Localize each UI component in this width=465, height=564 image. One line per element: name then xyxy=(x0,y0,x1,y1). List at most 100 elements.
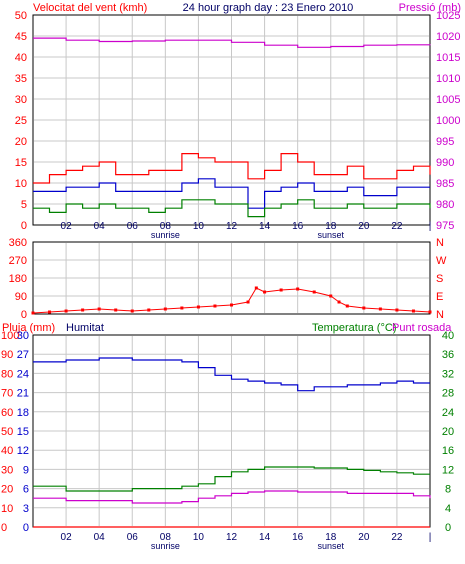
rain-tick-label: 10 xyxy=(1,503,13,515)
wind-left-tick-label: 10 xyxy=(15,178,27,190)
humidity-x-tick-label: 12 xyxy=(226,532,238,543)
pressure-right-tick-label: 1005 xyxy=(436,94,460,106)
pressure-right-tick-label: 995 xyxy=(436,136,454,148)
wind-x-tick-label: 20 xyxy=(358,221,370,232)
direction-compass-label: E xyxy=(436,291,443,303)
direction-compass-label: S xyxy=(436,273,443,285)
wind-x-tick-label: 18 xyxy=(325,221,337,232)
temperature-tick-label: 36 xyxy=(442,349,454,361)
humidity-tick-label: 3 xyxy=(23,503,29,515)
humidity-x-tick-label: 06 xyxy=(127,532,139,543)
pressure-title: Pressió (mb) xyxy=(399,2,461,14)
temperature-tick-label: 28 xyxy=(442,388,454,400)
direction-left-tick-label: 180 xyxy=(9,273,27,285)
humidity-tick-label: 30 xyxy=(17,330,29,342)
wind-x-tick-label: 22 xyxy=(391,221,403,232)
humidity-x-tick-label: 02 xyxy=(61,532,73,543)
pressure-right-tick-label: 1000 xyxy=(436,115,460,127)
temperature-tick-label: 4 xyxy=(445,503,451,515)
rain-title: Pluja (mm) xyxy=(2,322,55,334)
rain-tick-label: 90 xyxy=(1,349,13,361)
humidity-sunset-label: sunset xyxy=(317,541,344,551)
humidity-tick-label: 24 xyxy=(17,368,29,380)
dewpoint-title: Punt rosada xyxy=(392,322,452,334)
humidity-series-line-blue xyxy=(33,357,430,392)
pressure-right-tick-label: 1015 xyxy=(436,52,460,64)
wind-left-tick-label: 50 xyxy=(15,10,27,22)
rain-tick-label: 20 xyxy=(1,484,13,496)
wind-series-line-blue xyxy=(33,178,430,209)
humidity-tick-label: 6 xyxy=(23,484,29,496)
wind-left-tick-label: 30 xyxy=(15,94,27,106)
humidity-tick-label: 21 xyxy=(17,388,29,400)
wind-x-tick-label: 12 xyxy=(226,221,238,232)
temperature-tick-label: 12 xyxy=(442,464,454,476)
temperature-tick-label: 8 xyxy=(445,484,451,496)
wind-left-tick-label: 0 xyxy=(21,220,27,232)
wind-x-tick-label: | xyxy=(429,221,432,232)
temperature-title: Temperatura (°C) xyxy=(312,322,396,334)
humidity-x-tick-label: 16 xyxy=(292,532,304,543)
direction-compass-label: W xyxy=(436,255,447,267)
pressure-right-tick-label: 1020 xyxy=(436,31,460,43)
humidity-x-tick-label: | xyxy=(429,532,432,543)
pressure-right-tick-label: 985 xyxy=(436,178,454,190)
direction-series-line xyxy=(32,287,431,314)
rain-tick-label: 30 xyxy=(1,464,13,476)
temperature-tick-label: 32 xyxy=(442,368,454,380)
humidity-x-tick-label: 20 xyxy=(358,532,370,543)
wind-sunset-label: sunset xyxy=(317,230,344,240)
humidity-tick-label: 12 xyxy=(17,445,29,457)
wind-speed-title: Velocitat del vent (kmh) xyxy=(33,2,147,14)
wind-series-line-magenta xyxy=(33,37,431,48)
wind-left-tick-label: 35 xyxy=(15,73,27,85)
humidity-x-tick-label: 22 xyxy=(391,532,403,543)
humidity-tick-label: 9 xyxy=(23,464,29,476)
temperature-tick-label: 20 xyxy=(442,426,454,438)
humidity-tick-label: 27 xyxy=(17,349,29,361)
pressure-right-tick-label: 1010 xyxy=(436,73,460,85)
rain-tick-label: 50 xyxy=(1,426,13,438)
wind-left-tick-label: 45 xyxy=(15,31,27,43)
humidity-x-tick-label: 08 xyxy=(160,532,172,543)
rain-tick-label: 0 xyxy=(1,522,7,534)
humidity-sunrise-label: sunrise xyxy=(151,541,180,551)
rain-tick-label: 60 xyxy=(1,407,13,419)
humidity-tick-label: 18 xyxy=(17,407,29,419)
pressure-right-tick-label: 980 xyxy=(436,199,454,211)
rain-tick-label: 100 xyxy=(1,330,19,342)
wind-left-tick-label: 20 xyxy=(15,136,27,148)
wind-x-tick-label: 14 xyxy=(259,221,271,232)
temperature-tick-label: 0 xyxy=(445,522,451,534)
wind-x-tick-label: 02 xyxy=(61,221,73,232)
temperature-tick-label: 24 xyxy=(442,407,454,419)
graph-date-title: 24 hour graph day : 23 Enero 2010 xyxy=(183,2,354,14)
wind-series-line-red xyxy=(33,153,431,184)
humidity-series-line-magenta xyxy=(33,490,431,504)
pressure-right-tick-label: 975 xyxy=(436,220,454,232)
pressure-right-tick-label: 1025 xyxy=(436,10,460,22)
humidity-x-tick-label: 04 xyxy=(94,532,106,543)
rain-tick-label: 80 xyxy=(1,368,13,380)
wind-left-tick-label: 25 xyxy=(15,115,27,127)
temperature-tick-label: 40 xyxy=(442,330,454,342)
humidity-tick-label: 0 xyxy=(23,522,29,534)
wind-x-tick-label: 10 xyxy=(193,221,205,232)
wind-x-tick-label: 08 xyxy=(160,221,172,232)
rain-tick-label: 40 xyxy=(1,445,13,457)
humidity-x-tick-label: 18 xyxy=(325,532,337,543)
wind-left-tick-label: 5 xyxy=(21,199,27,211)
humidity-tick-label: 15 xyxy=(17,426,29,438)
pressure-right-tick-label: 990 xyxy=(436,157,454,169)
wind-x-tick-label: 06 xyxy=(127,221,139,232)
wind-left-tick-label: 15 xyxy=(15,157,27,169)
direction-left-tick-label: 90 xyxy=(15,291,27,303)
rain-tick-label: 70 xyxy=(1,388,13,400)
humidity-title: Humitat xyxy=(66,322,104,334)
wind-left-tick-label: 40 xyxy=(15,52,27,64)
humidity-x-tick-label: 14 xyxy=(259,532,271,543)
direction-left-tick-label: 0 xyxy=(21,309,27,321)
direction-left-tick-label: 270 xyxy=(9,255,27,267)
